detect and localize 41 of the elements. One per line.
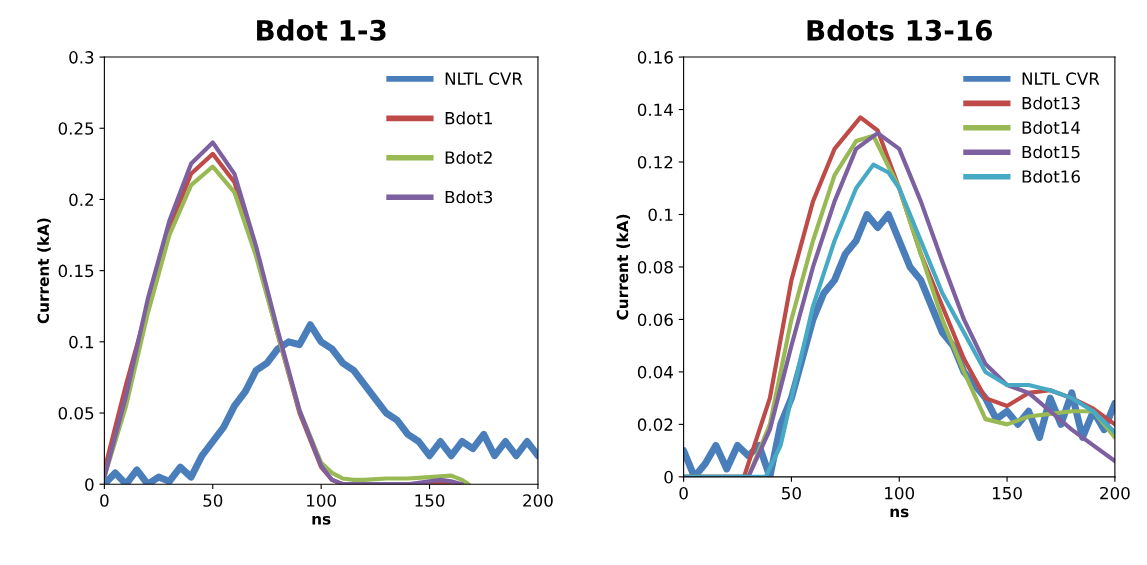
legend-label: Bdot15: [1022, 145, 1080, 159]
legend-label: Bdot3: [445, 190, 493, 204]
y-tick-label: 0.05: [58, 406, 94, 420]
x-tick-label: 150: [415, 494, 445, 507]
x-tick-label: 200: [523, 494, 553, 507]
y-tick-label: 0.08: [637, 260, 673, 274]
y-tick-label: 0: [664, 470, 673, 484]
x-tick-label: 100: [885, 486, 915, 500]
legend-label: Bdot2: [445, 150, 492, 164]
x-tick-label: 200: [1100, 486, 1130, 500]
y-tick-label: 0.2: [69, 193, 93, 207]
y-tick-label: 0.14: [637, 103, 673, 117]
x-axis-title: ns: [890, 508, 909, 518]
x-tick-label: 100: [307, 494, 336, 507]
y-tick-label: 0.16: [637, 51, 673, 64]
x-tick-label: 50: [203, 494, 223, 507]
y-tick-label: 0.06: [637, 313, 673, 327]
y-axis-title: Current (kA): [37, 218, 51, 324]
chart-title: Bdots 13-16: [807, 19, 992, 41]
y-tick-label: 0.3: [69, 51, 94, 64]
y-tick-label: 0.1: [69, 335, 94, 349]
x-axis-title: ns: [312, 515, 331, 525]
chart-title: Bdot 1-3: [257, 19, 386, 41]
y-tick-label: 0.15: [58, 264, 94, 278]
x-tick-label: 50: [782, 486, 801, 500]
y-axis-title: Current (kA): [616, 214, 631, 320]
y-tick-label: 0.12: [637, 155, 673, 169]
y-tick-label: 0.04: [637, 365, 673, 379]
x-tick-label: 0: [679, 486, 688, 500]
legend-label: Bdot13: [1022, 96, 1080, 110]
y-tick-label: 0.1: [648, 208, 673, 222]
y-tick-label: 0: [85, 478, 94, 491]
legend-label: Bdot16: [1022, 169, 1080, 183]
y-tick-label: 0.25: [58, 122, 94, 135]
x-tick-label: 0: [100, 494, 109, 507]
legend-label: NLTL CVR: [445, 72, 523, 85]
legend-label: NLTL CVR: [1022, 72, 1100, 85]
legend-label: Bdot14: [1022, 120, 1081, 134]
x-tick-label: 150: [992, 486, 1022, 500]
legend-label: Bdot1: [445, 111, 492, 125]
y-tick-label: 0.02: [637, 418, 673, 431]
